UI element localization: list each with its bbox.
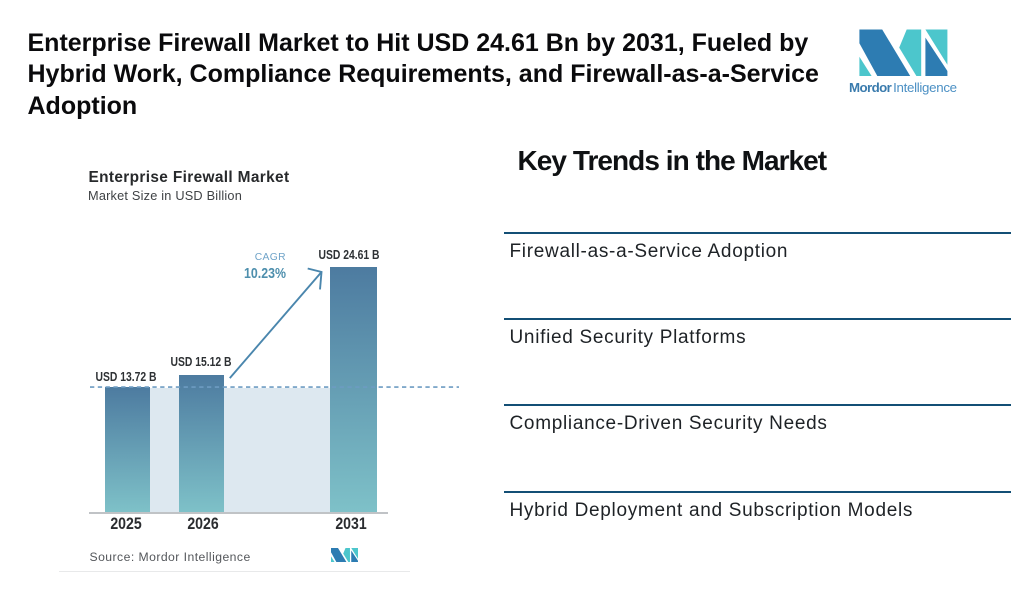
- svg-text:Mordor: Mordor: [849, 80, 892, 95]
- svg-text:Intelligence: Intelligence: [893, 80, 957, 95]
